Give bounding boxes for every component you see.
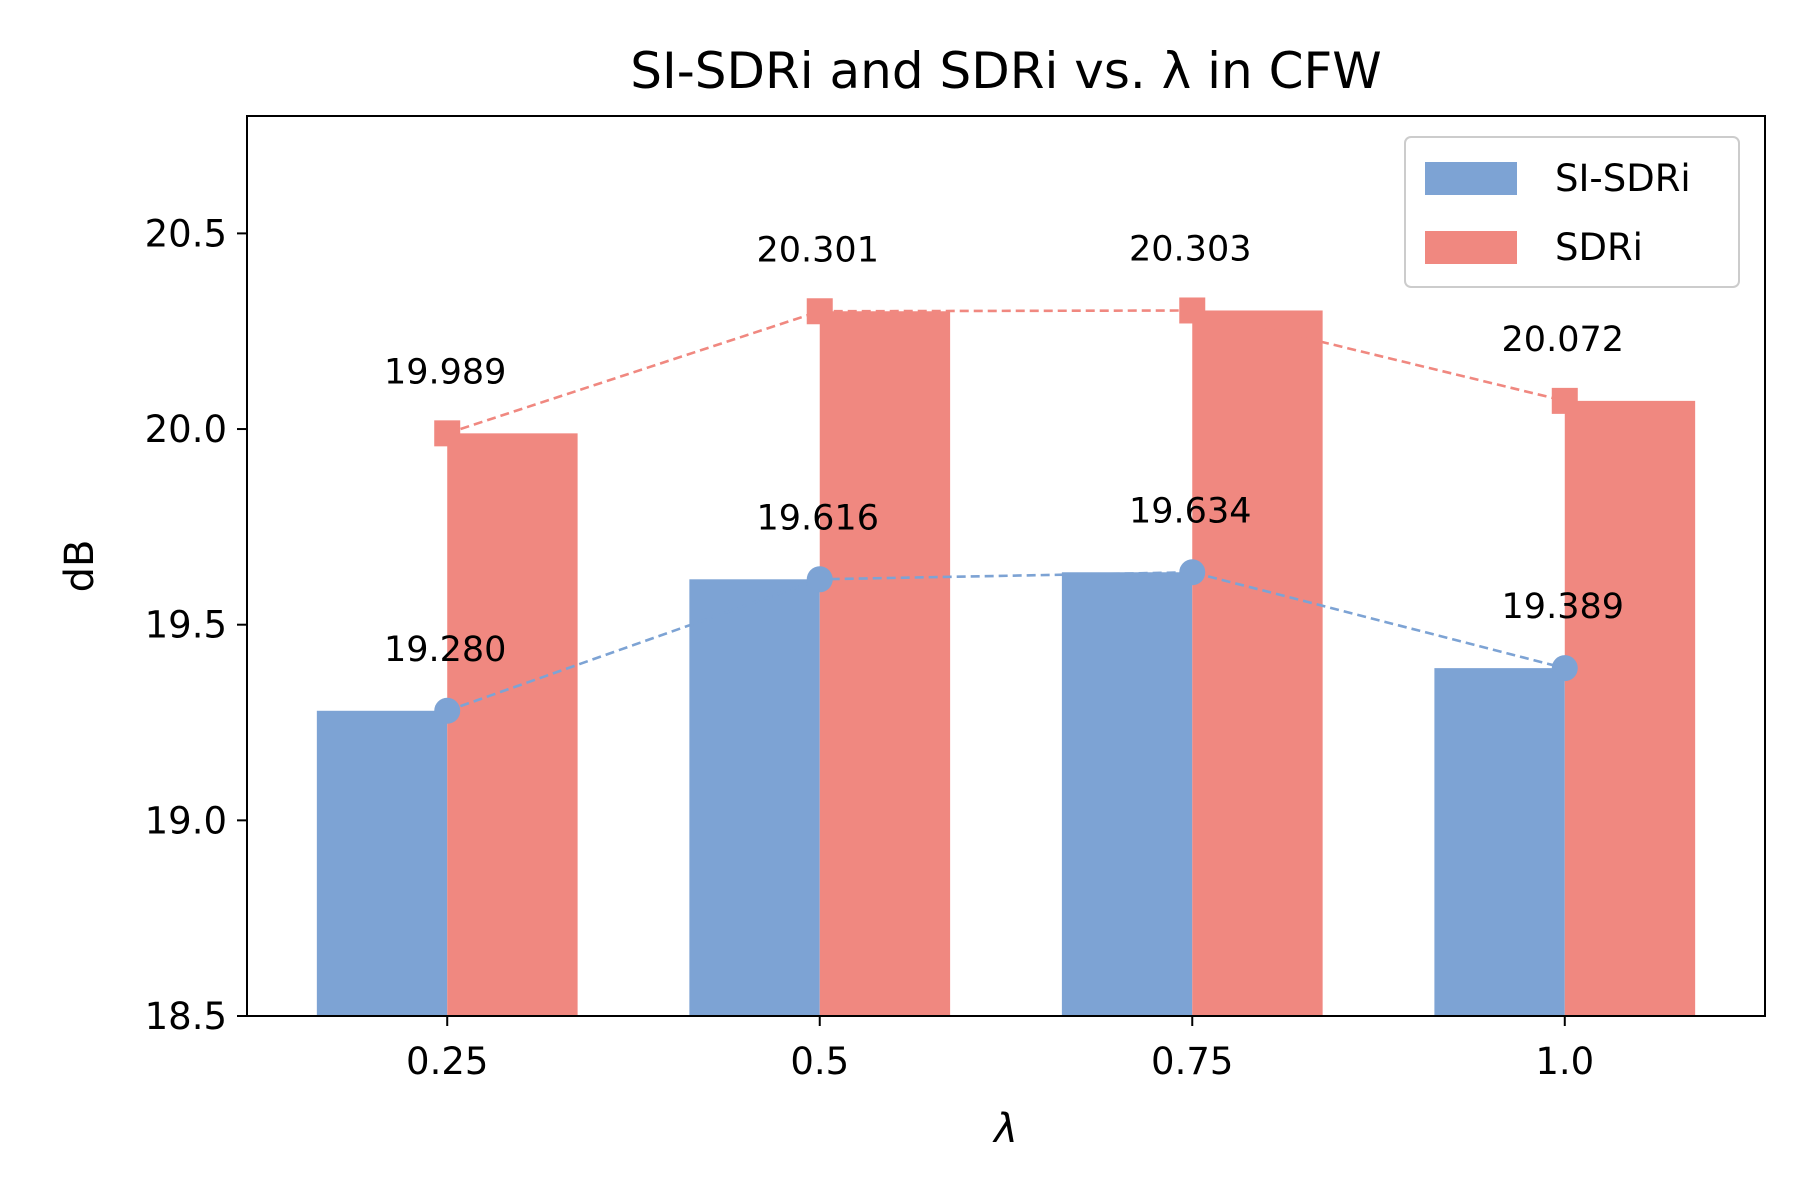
legend-swatch-si-sdri <box>1425 162 1517 195</box>
line-sdri <box>446 309 1566 435</box>
data-label-sdri-2: 20.303 <box>1129 229 1251 269</box>
plot-frame <box>246 115 1766 1017</box>
data-label-sdri-0: 19.989 <box>384 352 506 392</box>
data-label-si-sdri-3: 19.389 <box>1502 587 1624 627</box>
bar-si-sdri-2 <box>1061 572 1193 1016</box>
y-tick-label-0: 18.5 <box>145 995 227 1038</box>
bar-si-sdri-1 <box>689 579 820 1016</box>
data-label-sdri-1: 20.301 <box>757 230 879 270</box>
data-label-sdri-3: 20.072 <box>1502 320 1624 360</box>
x-axis: 0.25 0.5 0.75 1.0 <box>406 1016 1594 1083</box>
y-tick-label-1: 19.0 <box>145 799 227 842</box>
y-axis-label: dB <box>57 540 103 593</box>
data-label-si-sdri-2: 19.634 <box>1129 491 1251 531</box>
y-tick-label-2: 19.5 <box>145 604 227 647</box>
x-axis-label: λ <box>992 1106 1018 1152</box>
legend-label-si-sdri: SI-SDRi <box>1555 157 1691 200</box>
point-sdri-1 <box>806 298 833 325</box>
legend-label-sdri: SDRi <box>1555 226 1643 269</box>
y-axis: 18.5 19.0 19.5 20.0 20.5 <box>145 212 247 1038</box>
bar-sdri-2 <box>1192 310 1323 1016</box>
chart-title: SI-SDRi and SDRi vs. λ in CFW <box>630 42 1382 100</box>
legend: SI-SDRi SDRi <box>1404 136 1740 288</box>
point-sdri-2 <box>1179 297 1206 324</box>
x-tick-label-0: 0.25 <box>406 1040 488 1083</box>
point-si-sdri-2 <box>1179 559 1206 586</box>
bars-layer <box>316 310 1696 1016</box>
x-tick-label-3: 1.0 <box>1535 1040 1594 1083</box>
point-si-sdri-1 <box>806 566 833 593</box>
bar-si-sdri-3 <box>1434 668 1565 1016</box>
bar-si-sdri-0 <box>316 710 448 1016</box>
point-sdri-3 <box>1551 387 1578 414</box>
point-sdri-0 <box>434 420 461 447</box>
legend-swatch-sdri <box>1425 231 1517 264</box>
y-tick-label-3: 20.0 <box>145 408 227 451</box>
data-label-si-sdri-1: 19.616 <box>757 498 879 538</box>
bar-sdri-0 <box>447 433 578 1016</box>
line-si-sdri <box>446 570 1566 713</box>
data-labels-layer: 19.280 19.616 19.634 19.389 19.989 20.301 20.3… <box>384 229 1624 669</box>
point-si-sdri-3 <box>1551 655 1578 682</box>
point-si-sdri-0 <box>434 697 461 724</box>
x-tick-label-1: 0.5 <box>790 1040 849 1083</box>
bar-sdri-3 <box>1564 400 1696 1016</box>
bar-sdri-1 <box>819 311 951 1016</box>
data-label-si-sdri-0: 19.280 <box>384 630 506 670</box>
y-tick-label-4: 20.5 <box>145 212 227 255</box>
x-tick-label-2: 0.75 <box>1151 1040 1233 1083</box>
lines-layer <box>434 297 1578 724</box>
